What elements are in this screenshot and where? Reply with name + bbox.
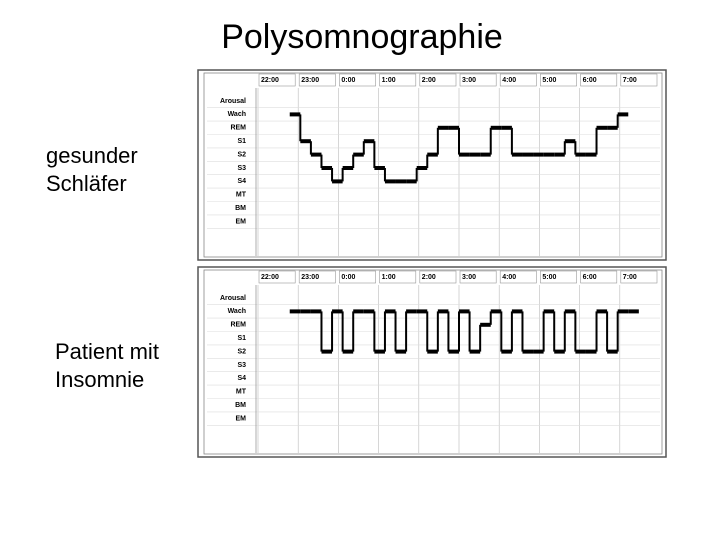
time-label: 1:00	[382, 274, 396, 281]
row-label: Wach	[228, 308, 246, 315]
time-label: 22:00	[261, 77, 279, 84]
time-cell	[258, 270, 296, 284]
row-label: S2	[237, 348, 246, 355]
time-cell	[379, 73, 417, 87]
row-label: EM	[236, 415, 247, 422]
panel-frame	[197, 69, 667, 261]
time-cell	[580, 73, 618, 87]
panel-inner	[203, 269, 663, 455]
time-label: 7:00	[623, 77, 637, 84]
time-cell	[258, 73, 296, 87]
time-cell	[298, 73, 336, 87]
row-label: REM	[230, 125, 246, 132]
time-cell	[499, 73, 537, 87]
row-label: Arousal	[220, 98, 246, 105]
panel-label: Patient mit Insomnie	[55, 339, 159, 392]
time-cell	[419, 270, 457, 284]
time-cell	[298, 270, 336, 284]
time-label: 5:00	[542, 77, 556, 84]
time-cell	[379, 270, 417, 284]
row-label: MT	[236, 389, 247, 396]
time-label: 4:00	[502, 274, 516, 281]
time-cell	[499, 270, 537, 284]
row-label: REM	[230, 322, 246, 329]
panel-frame	[197, 266, 667, 458]
time-label: 23:00	[301, 274, 319, 281]
row-label: S4	[237, 375, 246, 382]
row-label: Arousal	[220, 295, 246, 302]
time-label: 22:00	[261, 274, 279, 281]
time-label: 3:00	[462, 77, 476, 84]
time-cell	[339, 270, 376, 284]
time-label: 23:00	[301, 77, 319, 84]
row-label: S1	[237, 138, 246, 145]
row-label: S3	[237, 362, 246, 369]
panel-inner	[203, 72, 663, 258]
row-label: BM	[235, 205, 246, 212]
time-cell	[459, 73, 497, 87]
time-cell	[540, 73, 577, 87]
row-label: S3	[237, 165, 246, 172]
row-label: S1	[237, 335, 246, 342]
time-label: 5:00	[542, 274, 556, 281]
time-label: 2:00	[422, 77, 436, 84]
time-cell	[540, 270, 577, 284]
time-label: 6:00	[583, 77, 597, 84]
time-cell	[620, 73, 658, 87]
time-label: 7:00	[623, 274, 637, 281]
slide-title: Polysomnographie	[221, 18, 503, 56]
time-cell	[339, 73, 376, 87]
time-label: 0:00	[341, 274, 355, 281]
row-label: Wach	[228, 111, 246, 118]
time-cell	[419, 73, 457, 87]
time-label: 2:00	[422, 274, 436, 281]
time-cell	[620, 270, 658, 284]
row-label: MT	[236, 192, 247, 199]
time-label: 3:00	[462, 274, 476, 281]
time-label: 1:00	[382, 77, 396, 84]
row-label: BM	[235, 402, 246, 409]
row-label: S4	[237, 178, 246, 185]
time-label: 0:00	[341, 77, 355, 84]
time-label: 6:00	[583, 274, 597, 281]
time-cell	[459, 270, 497, 284]
panel-label: gesunder Schläfer	[46, 143, 138, 196]
time-label: 4:00	[502, 77, 516, 84]
time-cell	[580, 270, 618, 284]
row-label: S2	[237, 151, 246, 158]
row-label: EM	[236, 218, 247, 225]
